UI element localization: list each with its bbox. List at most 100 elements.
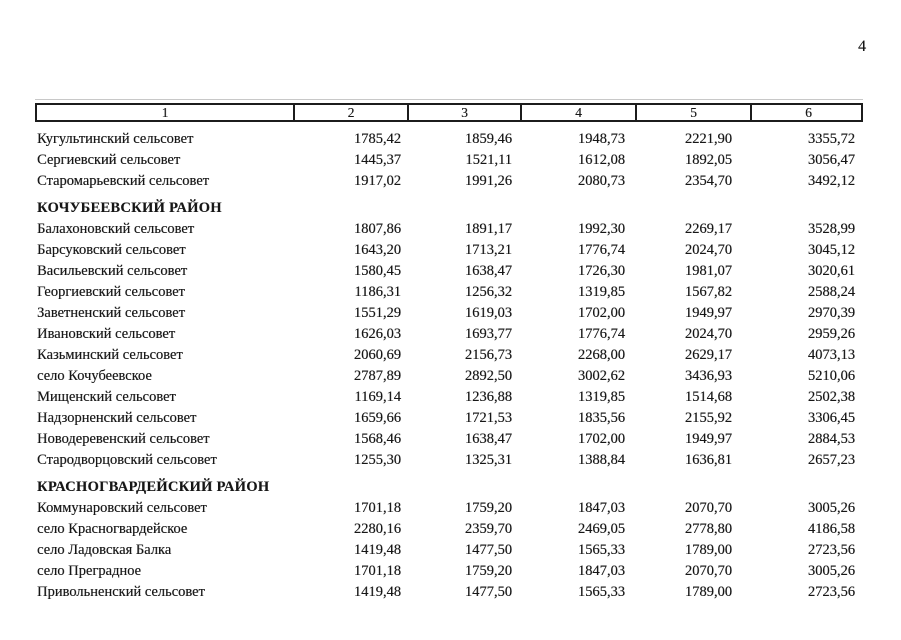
cell-value: 3005,26 xyxy=(807,500,855,516)
table-row: Заветненский сельсовет 1551,29 1619,03 1702… xyxy=(35,303,863,324)
cell-value: 2359,70 xyxy=(464,521,512,537)
cell-value: 1702,00 xyxy=(577,305,625,321)
cell-value: 2959,26 xyxy=(807,326,855,342)
table-body: Кугультинский сельсовет 1785,42 1859,46 194… xyxy=(35,129,863,603)
cell-value: 1789,00 xyxy=(684,542,732,558)
cell-value: 1847,03 xyxy=(577,500,625,516)
cell-value: 1759,20 xyxy=(464,500,512,516)
cell-value: 1948,73 xyxy=(577,131,625,147)
cell-value: 1568,46 xyxy=(353,431,401,447)
row-name: Заветненский сельсовет xyxy=(37,305,185,321)
table-row: Надзорненский сельсовет 1659,66 1721,53 183… xyxy=(35,408,863,429)
cell-value: 1514,68 xyxy=(684,389,732,405)
row-name: Мищенский сельсовет xyxy=(37,389,176,405)
cell-value: 1612,08 xyxy=(577,152,625,168)
row-name: село Ладовская Балка xyxy=(37,542,172,558)
cell-value: 1721,53 xyxy=(464,410,512,426)
cell-value: 1917,02 xyxy=(353,173,401,189)
row-name: Барсуковский сельсовет xyxy=(37,242,186,258)
row-name: Привольненский сельсовет xyxy=(37,584,205,600)
cell-value: 1659,66 xyxy=(353,410,401,426)
table-row: село Преградное 1701,18 1759,20 1847,03 2070… xyxy=(35,561,863,582)
table-row: Васильевский сельсовет 1580,45 1638,47 1726… xyxy=(35,261,863,282)
column-header: 2 xyxy=(295,105,409,120)
cell-value: 1992,30 xyxy=(577,221,625,237)
table-row: село Ладовская Балка 1419,48 1477,50 1565,3… xyxy=(35,540,863,561)
cell-value: 1713,21 xyxy=(464,242,512,258)
cell-value: 2723,56 xyxy=(807,542,855,558)
cell-value: 1835,56 xyxy=(577,410,625,426)
cell-value: 1477,50 xyxy=(464,584,512,600)
cell-value: 3002,62 xyxy=(577,368,625,384)
cell-value: 4186,58 xyxy=(807,521,855,537)
cell-value: 1638,47 xyxy=(464,431,512,447)
column-header: 6 xyxy=(805,104,812,120)
table-row: Балахоновский сельсовет 1807,86 1891,17 199… xyxy=(35,219,863,240)
row-name: Новодеревенский сельсовет xyxy=(37,431,210,447)
cell-value: 2060,69 xyxy=(353,347,401,363)
row-name: Кугультинский сельсовет xyxy=(37,131,194,147)
cell-value: 1319,85 xyxy=(577,389,625,405)
cell-value: 2884,53 xyxy=(807,431,855,447)
district-header: КОЧУБЕЕВСКИЙ РАЙОН xyxy=(37,200,222,216)
row-name: село Красногвардейское xyxy=(37,521,188,537)
cell-value: 1256,32 xyxy=(464,284,512,300)
row-name: Коммунаровский сельсовет xyxy=(37,500,207,516)
cell-value: 1859,46 xyxy=(464,131,512,147)
cell-value: 2024,70 xyxy=(684,326,732,342)
cell-value: 3056,47 xyxy=(807,152,855,168)
cell-value: 1419,48 xyxy=(353,584,401,600)
cell-value: 1255,30 xyxy=(353,452,401,468)
row-name: Васильевский сельсовет xyxy=(37,263,188,279)
cell-value: 1169,14 xyxy=(354,389,401,405)
column-header: 3 xyxy=(409,105,522,120)
cell-value: 1567,82 xyxy=(684,284,732,300)
table-row: Сергиевский сельсовет 1445,37 1521,11 1612,… xyxy=(35,150,863,171)
table-row: Мищенский сельсовет 1169,14 1236,88 1319,85… xyxy=(35,387,863,408)
cell-value: 1693,77 xyxy=(464,326,512,342)
row-name: Казьминский сельсовет xyxy=(37,347,183,363)
cell-value: 4073,13 xyxy=(807,347,855,363)
cell-value: 1949,97 xyxy=(684,431,732,447)
cell-value: 1419,48 xyxy=(353,542,401,558)
page-number: 4 xyxy=(858,38,866,55)
column-header: 5 xyxy=(637,105,752,120)
cell-value: 2892,50 xyxy=(464,368,512,384)
table-row: Коммунаровский сельсовет 1701,18 1759,20 18… xyxy=(35,498,863,519)
cell-value: 1892,05 xyxy=(684,152,732,168)
cell-value: 1580,45 xyxy=(353,263,401,279)
cell-value: 1325,31 xyxy=(464,452,512,468)
table-row: Старомарьевский сельсовет 1917,02 1991,26 2… xyxy=(35,171,863,192)
cell-value: 1636,81 xyxy=(684,452,732,468)
row-name: Стародворцовский сельсовет xyxy=(37,452,217,468)
cell-value: 1949,97 xyxy=(684,305,732,321)
cell-value: 2268,00 xyxy=(577,347,625,363)
table-row: Ивановский сельсовет 1626,03 1693,77 1776,7… xyxy=(35,324,863,345)
cell-value: 2155,92 xyxy=(684,410,732,426)
cell-value: 2588,24 xyxy=(807,284,855,300)
cell-value: 1626,03 xyxy=(353,326,401,342)
cell-value: 2469,05 xyxy=(577,521,625,537)
cell-value: 2080,73 xyxy=(577,173,625,189)
cell-value: 2657,23 xyxy=(807,452,855,468)
table-row: Стародворцовский сельсовет 1255,30 1325,31… xyxy=(35,450,863,471)
cell-value: 5210,06 xyxy=(807,368,855,384)
district-header: КРАСНОГВАРДЕЙСКИЙ РАЙОН xyxy=(37,479,270,495)
cell-value: 1619,03 xyxy=(464,305,512,321)
table-row: село Кочубеевское 2787,89 2892,50 3002,62 34… xyxy=(35,366,863,387)
cell-value: 3005,26 xyxy=(807,563,855,579)
cell-value: 1388,84 xyxy=(577,452,625,468)
cell-value: 1759,20 xyxy=(464,563,512,579)
row-name: село Кочубеевское xyxy=(37,368,152,384)
cell-value: 2070,70 xyxy=(684,500,732,516)
row-name: Старомарьевский сельсовет xyxy=(37,173,209,189)
cell-value: 1981,07 xyxy=(684,263,732,279)
cell-value: 1565,33 xyxy=(577,584,625,600)
cell-value: 1643,20 xyxy=(353,242,401,258)
cell-value: 1847,03 xyxy=(577,563,625,579)
table-row: село Красногвардейское 2280,16 2359,70 2469… xyxy=(35,519,863,540)
cell-value: 2354,70 xyxy=(684,173,732,189)
table-row: Барсуковский сельсовет 1643,20 1713,21 1776… xyxy=(35,240,863,261)
cell-value: 1565,33 xyxy=(577,542,625,558)
